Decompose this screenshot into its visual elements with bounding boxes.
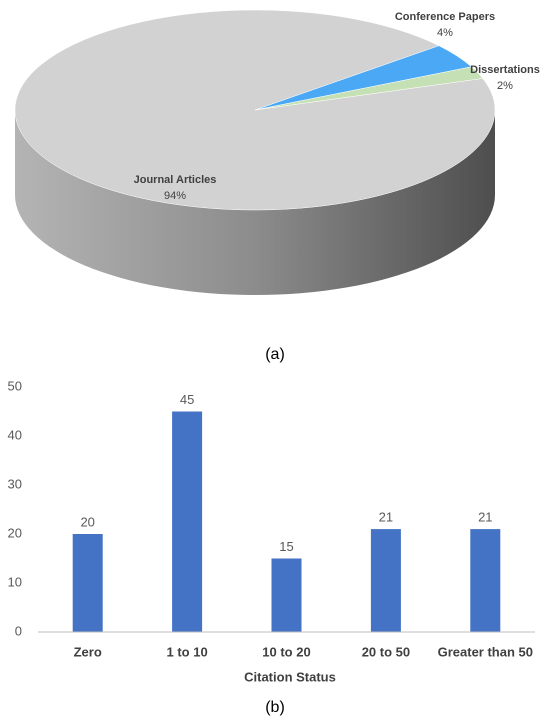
- slice-label: Dissertations: [470, 64, 540, 76]
- x-tick-label: 20 to 50: [362, 644, 410, 659]
- y-tick-label: 30: [8, 476, 22, 491]
- y-tick-label: 40: [8, 427, 22, 442]
- data-label: 21: [478, 510, 492, 525]
- data-label: 15: [279, 539, 293, 554]
- pie-slice: [254, 66, 484, 111]
- bar: [470, 529, 501, 632]
- bar: [172, 411, 203, 632]
- bar: [72, 534, 103, 632]
- y-tick-label: 20: [8, 525, 22, 540]
- y-tick-label: 10: [8, 574, 22, 589]
- data-label: 45: [180, 392, 194, 407]
- slice-label: Conference Papers: [395, 11, 495, 23]
- slice-value: 4%: [437, 27, 453, 39]
- slice-label: Journal Articles: [134, 174, 217, 186]
- x-axis-title: Citation Status: [244, 669, 336, 684]
- x-tick-label: Greater than 50: [438, 644, 533, 659]
- slice-value: 2%: [497, 80, 513, 92]
- caption: (a): [265, 346, 285, 363]
- bar: [271, 558, 302, 632]
- caption: (b): [265, 699, 285, 716]
- y-tick-label: 50: [8, 378, 22, 393]
- data-label: 20: [80, 514, 94, 529]
- data-label: 21: [379, 510, 393, 525]
- x-tick-label: Zero: [74, 644, 102, 659]
- x-tick-label: 1 to 10: [167, 644, 208, 659]
- pie-side: [15, 110, 495, 295]
- slice-value: 94%: [164, 190, 186, 202]
- x-tick-label: 10 to 20: [262, 644, 310, 659]
- y-tick-label: 0: [15, 623, 22, 638]
- bar: [370, 529, 401, 632]
